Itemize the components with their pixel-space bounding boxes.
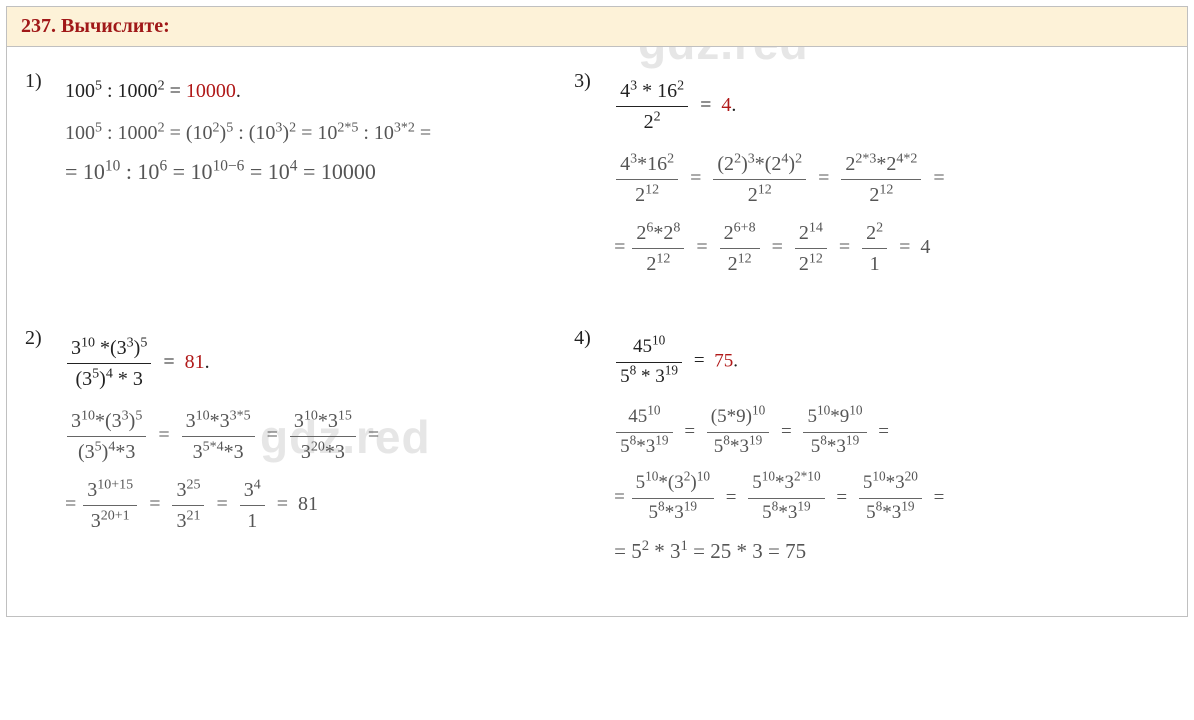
- step-1: 310*(33)5(35)4*3 = 310*33*535*4*3 = 310*…: [65, 407, 384, 466]
- problem-1: 1) 1005 : 10002 = 10000. 1005 : 10002 = …: [25, 67, 574, 288]
- answer: 75: [714, 350, 733, 371]
- exercise-header: 237. Вычислите:: [7, 7, 1187, 47]
- step-3: = 52 * 31 = 25 * 3 = 75: [614, 537, 949, 566]
- problem-number: 4): [574, 324, 600, 576]
- problem-number: 1): [25, 67, 51, 288]
- step-1: 1005 : 10002 = (102)5 : (103)2 = 102*5 :…: [65, 119, 431, 147]
- given-line: 310 *(33)5(35)4 * 3 = 81.: [65, 334, 384, 393]
- given-line: 451058 * 319 = 75.: [614, 334, 949, 390]
- problem-number: 2): [25, 324, 51, 576]
- problem-number: 3): [574, 67, 600, 288]
- step-1: 451058*319 = (5*9)1058*319 = 510*91058*3…: [614, 404, 949, 460]
- answer: 4: [721, 94, 731, 116]
- answer: 81: [185, 351, 205, 373]
- step-2: = 26*28212 = 26+8212 = 214212 = 221 = 4: [614, 219, 950, 278]
- given-line: 43 * 16222 = 4.: [614, 77, 950, 136]
- answer: 10000: [186, 80, 236, 102]
- given-line: 1005 : 10002 = 10000.: [65, 77, 431, 105]
- problem-2: 2) 310 *(33)5(35)4 * 3 = 81. 310*(33)5(3…: [25, 324, 574, 576]
- problem-body: 1005 : 10002 = 10000. 1005 : 10002 = (10…: [65, 67, 431, 288]
- step-2: = 510*(32)1058*319 = 510*32*1058*319 = 5…: [614, 470, 949, 526]
- step-2: = 1010 : 106 = 1010−6 = 104 = 10000: [65, 157, 431, 188]
- problem-4: 4) 451058 * 319 = 75. 451058*319 = (5*9)…: [574, 324, 1169, 576]
- problem-3: 3) 43 * 16222 = 4. 43*162212 = (22)3*(24…: [574, 67, 1169, 288]
- step-1: 43*162212 = (22)3*(24)2212 = 22*3*24*221…: [614, 150, 950, 209]
- problem-body: 43 * 16222 = 4. 43*162212 = (22)3*(24)22…: [614, 67, 950, 288]
- exercise-content: 1) 1005 : 10002 = 10000. 1005 : 10002 = …: [7, 47, 1187, 616]
- problem-body: 451058 * 319 = 75. 451058*319 = (5*9)105…: [614, 324, 949, 576]
- exercise-box: 237. Вычислите: 1) 1005 : 10002 = 10000.…: [6, 6, 1188, 617]
- step-2: = 310+15320+1 = 325321 = 341 = 81: [65, 476, 384, 535]
- problem-body: 310 *(33)5(35)4 * 3 = 81. 310*(33)5(35)4…: [65, 324, 384, 576]
